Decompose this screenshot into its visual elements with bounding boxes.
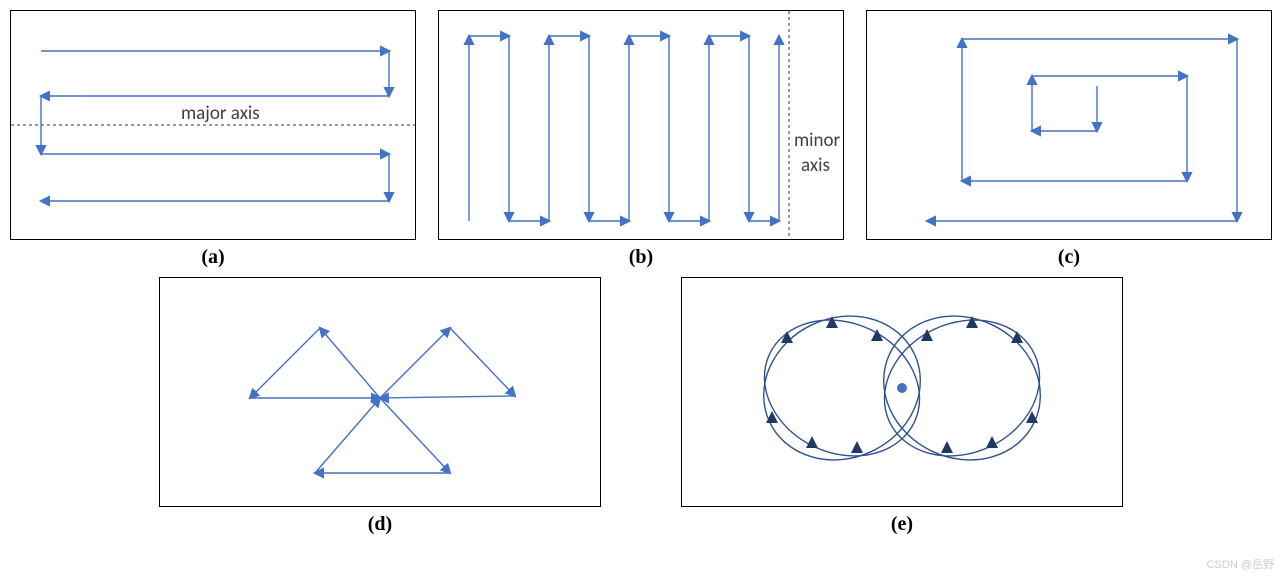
caption-a: (a) (201, 246, 224, 269)
svg-text:minor: minor (794, 129, 841, 152)
panel-group-a: major axis (a) (10, 10, 416, 269)
panel-c (866, 10, 1272, 240)
panel-b: minoraxis (438, 10, 844, 240)
panel-group-c: (c) (866, 10, 1272, 269)
panel-a: major axis (10, 10, 416, 240)
caption-b: (b) (629, 246, 653, 269)
caption-c: (c) (1058, 246, 1080, 269)
panel-group-d: (d) (159, 277, 601, 536)
panel-group-e: (e) (681, 277, 1123, 536)
panel-d (159, 277, 601, 507)
bottom-row: (d) (e) (10, 277, 1272, 536)
panel-group-b: minoraxis (b) (438, 10, 844, 269)
caption-d: (d) (368, 513, 392, 536)
panel-e (681, 277, 1123, 507)
top-row: major axis (a) minoraxis (b) (c) (10, 10, 1272, 269)
svg-text:major axis: major axis (181, 102, 260, 125)
svg-text:axis: axis (801, 154, 830, 177)
caption-e: (e) (891, 513, 913, 536)
watermark: CSDN @岳野 (1207, 556, 1274, 572)
diagram-container: major axis (a) minoraxis (b) (c) (d) (e) (10, 10, 1272, 536)
